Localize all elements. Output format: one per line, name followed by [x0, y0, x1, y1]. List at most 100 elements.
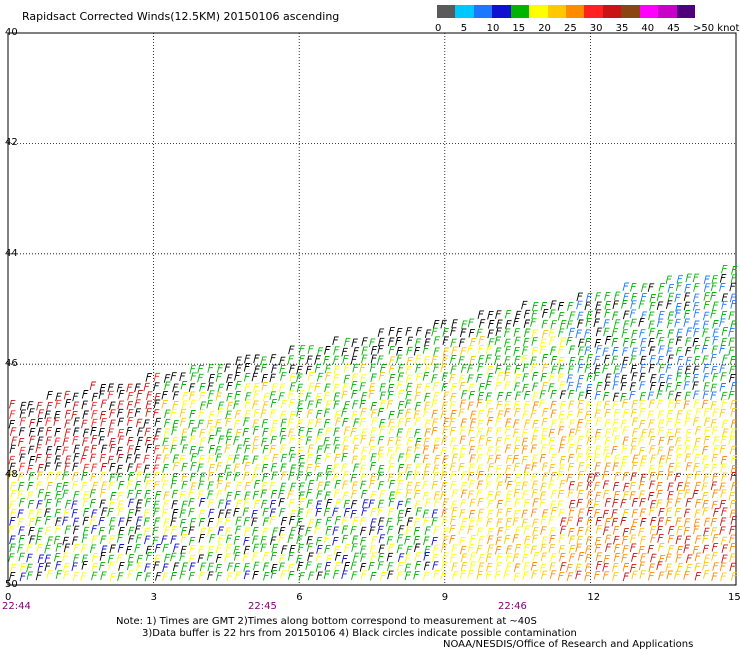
wind-barb: [9, 500, 16, 510]
wind-barb: [314, 355, 321, 364]
wind-barb: [388, 543, 395, 553]
wind-barb: [116, 446, 123, 456]
wind-barb: [235, 428, 242, 438]
wind-barb: [19, 572, 27, 582]
wind-barb: [593, 500, 600, 510]
wind-barb: [243, 417, 250, 427]
wind-barb: [405, 374, 413, 384]
wind-barb: [163, 418, 171, 428]
wind-barb: [127, 409, 134, 418]
wind-barb: [658, 455, 666, 465]
wind-barb: [361, 354, 368, 364]
wind-barb: [10, 563, 17, 573]
wind-barb: [108, 561, 115, 571]
wind-barb: [621, 536, 629, 545]
wind-barb: [504, 338, 511, 348]
wind-barb: [226, 374, 233, 383]
wind-barb: [370, 472, 377, 482]
wind-barb: [224, 444, 231, 454]
wind-barb: [684, 391, 691, 401]
wind-barb: [656, 329, 663, 339]
wind-barb: [476, 428, 483, 437]
wind-barb: [612, 392, 620, 402]
wind-barb: [413, 453, 421, 463]
wind-barb: [667, 338, 675, 348]
wind-barb: [296, 471, 304, 481]
wind-barb: [72, 436, 79, 445]
wind-barb: [557, 328, 565, 338]
wind-barb: [550, 356, 558, 365]
wind-barb: [280, 399, 288, 409]
wind-barb: [622, 310, 630, 320]
wind-barb: [386, 400, 393, 409]
wind-barb: [134, 454, 141, 463]
wind-barb: [432, 561, 439, 570]
wind-barb: [218, 509, 225, 519]
wind-barb: [586, 490, 593, 500]
wind-barb: [154, 491, 162, 500]
wind-barb: [611, 355, 618, 365]
wind-barb: [197, 446, 204, 456]
wind-barb: [55, 482, 62, 492]
wind-barb: [262, 473, 269, 482]
wind-barb: [611, 311, 619, 321]
wind-barb: [9, 410, 16, 419]
wind-barb: [207, 435, 215, 444]
wind-barb: [559, 401, 567, 410]
wind-barb: [449, 437, 457, 447]
wind-barb: [423, 517, 430, 526]
wind-barb: [495, 310, 502, 319]
wind-barb: [487, 528, 494, 537]
wind-barb: [117, 507, 124, 517]
wind-barb: [324, 372, 332, 381]
wind-barb: [530, 545, 537, 555]
wind-barb: [477, 508, 485, 518]
wind-barb: [648, 480, 656, 490]
wind-barb: [675, 382, 682, 391]
wind-barb: [37, 563, 44, 572]
wind-barb: [584, 338, 591, 347]
wind-barb: [639, 346, 646, 356]
wind-barb: [450, 480, 457, 490]
wind-barb: [269, 536, 277, 546]
wind-barb: [675, 453, 682, 463]
wind-barb: [433, 363, 440, 373]
wind-barb: [710, 401, 717, 410]
wind-barb: [477, 363, 484, 372]
wind-barb: [91, 562, 98, 572]
wind-barb: [325, 516, 332, 526]
wind-barb: [379, 572, 387, 581]
wind-barb: [487, 535, 494, 545]
wind-barb: [260, 356, 267, 366]
wind-barb: [486, 509, 494, 519]
wind-barb: [476, 419, 484, 429]
wind-barb: [720, 572, 727, 582]
wind-barb: [729, 553, 736, 563]
wind-barb: [323, 356, 330, 365]
wind-barb: [478, 435, 485, 444]
wind-barb: [494, 454, 501, 464]
wind-barb: [235, 381, 242, 390]
wind-barb: [9, 462, 16, 472]
wind-barb: [333, 489, 341, 498]
wind-barb: [667, 525, 675, 535]
wind-barb: [263, 571, 270, 581]
wind-barb: [620, 382, 627, 391]
wind-barb: [566, 516, 573, 526]
wind-barb: [711, 489, 719, 499]
wind-barb: [179, 372, 186, 382]
wind-barb: [513, 572, 520, 582]
wind-barb: [558, 464, 565, 474]
wind-barb: [540, 302, 547, 311]
wind-barb: [225, 417, 232, 427]
wind-barb: [26, 401, 34, 410]
wind-barb: [406, 346, 413, 356]
wind-barb: [82, 446, 90, 456]
wind-barb: [719, 517, 727, 527]
wind-barb: [514, 310, 522, 320]
wind-barb: [395, 489, 402, 498]
wind-barb: [82, 491, 90, 500]
wind-barb: [308, 382, 315, 392]
wind-barb: [494, 355, 501, 365]
wind-barb: [341, 463, 348, 473]
